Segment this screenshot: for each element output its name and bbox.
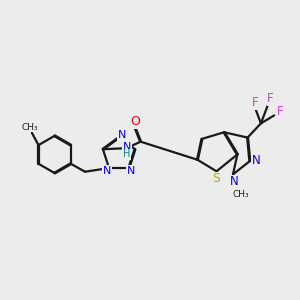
- Text: N: N: [118, 130, 126, 140]
- Text: N: N: [123, 142, 131, 152]
- Text: F: F: [277, 105, 284, 118]
- Text: O: O: [130, 115, 140, 128]
- Text: S: S: [212, 172, 220, 185]
- Text: H: H: [123, 149, 130, 159]
- Text: F: F: [251, 97, 258, 110]
- Text: CH₃: CH₃: [21, 123, 38, 132]
- Text: N: N: [103, 166, 111, 176]
- Text: N: N: [252, 154, 261, 167]
- Text: N: N: [127, 166, 135, 176]
- Text: F: F: [267, 92, 274, 105]
- Text: CH₃: CH₃: [232, 190, 249, 199]
- Text: N: N: [230, 176, 238, 188]
